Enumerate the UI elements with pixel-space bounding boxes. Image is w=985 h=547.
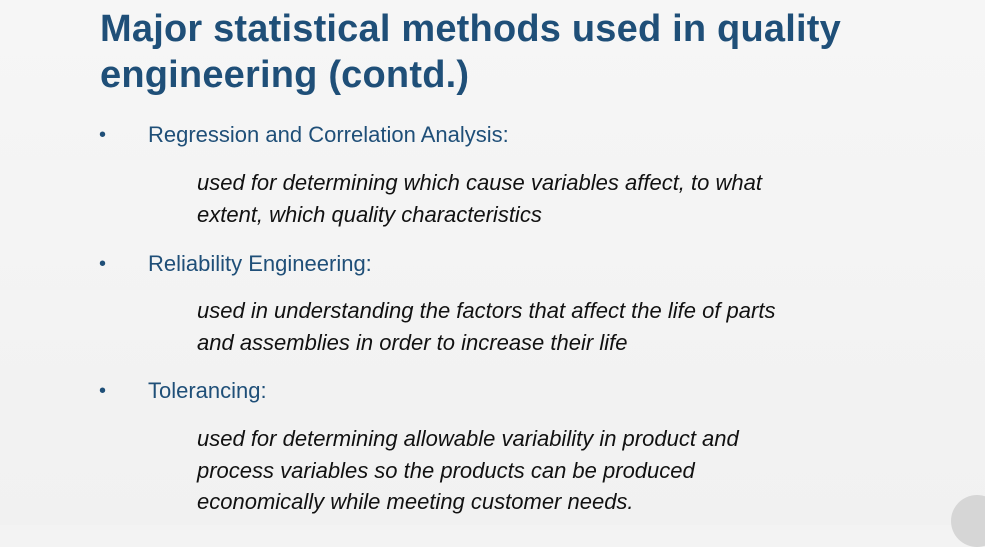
bullet-dot-icon: • [99, 253, 107, 275]
description-line: extent, which quality characteristics [197, 201, 542, 227]
bullet-dot-icon: • [99, 124, 107, 146]
description-line: used for determining which cause variabl… [197, 170, 762, 195]
bullet-description: used in understanding the factors that a… [197, 295, 937, 358]
description-line: and assemblies in order to increase thei… [197, 329, 628, 355]
slide-title-line-2: engineering (contd.) [100, 54, 470, 96]
description-line: used for determining allowable variabili… [197, 426, 739, 451]
description-line: economically while meeting customer need… [197, 489, 634, 514]
bullet-description: used for determining which cause variabl… [197, 167, 937, 230]
description-line: process variables so the products can be… [197, 457, 695, 483]
corner-decoration [951, 495, 985, 547]
slide-title: Major statistical methods used in qualit… [100, 6, 960, 98]
bullet-heading: Reliability Engineering: [148, 251, 372, 276]
slide-title-line-1: Major statistical methods used in qualit… [100, 8, 841, 50]
description-line: used in understanding the factors that a… [197, 298, 776, 323]
bullet-description: used for determining allowable variabili… [197, 423, 937, 518]
bullet-heading: Regression and Correlation Analysis: [148, 122, 509, 147]
bullet-dot-icon: • [99, 380, 107, 402]
bullet-heading: Tolerancing: [148, 378, 267, 403]
